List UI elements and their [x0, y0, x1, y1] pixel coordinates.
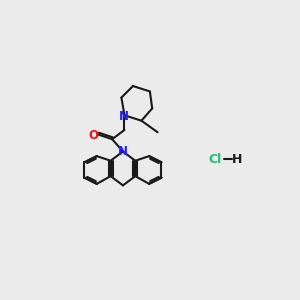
- Text: Cl: Cl: [209, 153, 222, 166]
- Text: N: N: [119, 110, 129, 123]
- Text: H: H: [232, 153, 242, 166]
- Text: O: O: [88, 129, 98, 142]
- Text: N: N: [118, 145, 128, 158]
